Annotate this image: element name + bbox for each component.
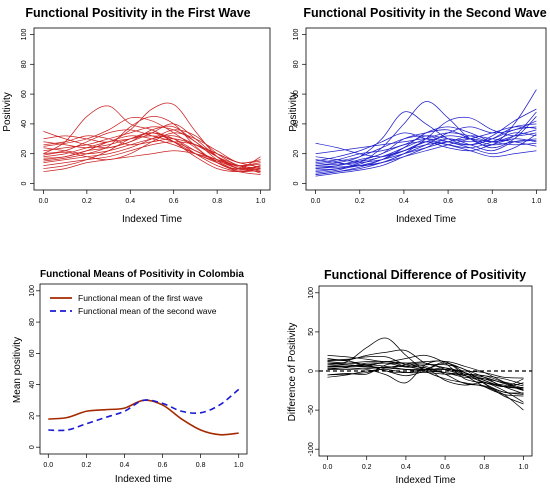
chart-title: Functional Means of Positivity in Colomb… — [40, 269, 244, 280]
y-tick-label: 80 — [29, 318, 36, 326]
series-line-6 — [43, 126, 261, 172]
series-line-2 — [48, 388, 240, 432]
chart-panel-3: Functional Means of Positivity in Colomb… — [12, 269, 248, 485]
y-tick-label: 60 — [293, 90, 300, 98]
x-tick-label: 0.4 — [125, 198, 135, 205]
x-axis-label: Indexed Time — [395, 475, 455, 486]
x-tick-label: 0.8 — [479, 464, 489, 471]
y-tick-label: 80 — [293, 60, 300, 68]
chart-title: Functional Positivity in the First Wave — [25, 6, 250, 20]
y-tick-label: 20 — [293, 150, 300, 158]
y-tick-label: 40 — [29, 381, 36, 389]
y-tick-label: 0 — [29, 445, 36, 449]
series-line-13 — [327, 362, 524, 379]
series-line-3 — [315, 111, 537, 167]
x-tick-label: 0.8 — [487, 198, 497, 205]
series-line-14 — [315, 126, 537, 169]
x-tick-label: 0.6 — [158, 462, 168, 469]
legend-label: Functional mean of the first wave — [78, 293, 203, 303]
series-line-15 — [43, 135, 261, 174]
y-tick-label: 0 — [21, 181, 28, 185]
series-line-16 — [327, 369, 524, 385]
x-tick-label: 0.4 — [120, 462, 130, 469]
x-tick-label: 1.0 — [532, 198, 542, 205]
plot-frame — [33, 27, 271, 191]
x-tick-label: 0.4 — [399, 198, 409, 205]
plot-frame — [305, 27, 547, 191]
series-line-12 — [315, 134, 537, 165]
x-tick-label: 0.6 — [169, 198, 179, 205]
chart-title: Functional Positivity in the Second Wave — [303, 6, 546, 20]
x-tick-label: 0.6 — [440, 464, 450, 471]
series-line-9 — [327, 361, 524, 395]
series-line-16 — [315, 135, 537, 158]
series-line-1 — [48, 399, 239, 436]
y-tick-label: 40 — [293, 120, 300, 128]
chart-panel-2: Functional Positivity in the Second Wave… — [288, 6, 547, 225]
y-tick-label: 50 — [308, 328, 315, 336]
series-line-7 — [43, 117, 261, 175]
y-tick-label: 60 — [29, 349, 36, 357]
x-tick-label: 1.0 — [234, 462, 244, 469]
x-tick-label: 0.0 — [43, 462, 53, 469]
series-line-14 — [43, 125, 261, 171]
y-tick-label: 20 — [21, 150, 28, 158]
y-tick-label: 100 — [293, 29, 300, 41]
series-line-18 — [315, 111, 537, 167]
series-line-11 — [327, 362, 524, 388]
y-tick-label: -100 — [308, 442, 315, 456]
y-tick-label: 100 — [21, 29, 28, 41]
x-tick-label: 0.0 — [39, 198, 49, 205]
chart-panel-1: Functional Positivity in the First Wave 0… — [2, 6, 271, 225]
y-axis-label: Positivity — [288, 92, 299, 131]
x-tick-label: 0.8 — [212, 198, 222, 205]
series-line-18 — [327, 355, 524, 387]
chart-panel-4: Functional Difference of Positivity 0.0 0.… — [287, 268, 533, 486]
series-line-18 — [43, 135, 261, 168]
x-tick-label: 0.2 — [82, 462, 92, 469]
x-tick-label: 0.0 — [311, 198, 321, 205]
chart-title: Functional Difference of Positivity — [324, 268, 526, 282]
y-tick-label: 80 — [21, 60, 28, 68]
y-tick-label: 40 — [21, 120, 28, 128]
x-axis-label: Indexed Time — [122, 214, 182, 225]
y-tick-label: -50 — [308, 405, 315, 415]
y-tick-label: 60 — [21, 90, 28, 98]
x-tick-label: 0.8 — [196, 462, 206, 469]
x-tick-label: 0.2 — [362, 464, 372, 471]
x-tick-label: 0.6 — [443, 198, 453, 205]
series-line-17 — [327, 360, 524, 388]
legend-label: Functional mean of the second wave — [78, 306, 217, 316]
y-tick-label: 100 — [308, 287, 315, 299]
series-line-16 — [43, 150, 261, 172]
y-tick-label: 100 — [29, 285, 36, 297]
y-axis-label: Positivity — [2, 92, 13, 131]
y-tick-label: 0 — [293, 181, 300, 185]
x-axis-label: Indexed time — [115, 474, 173, 485]
y-axis-label: Difference of Positivity — [287, 323, 298, 422]
x-tick-label: 1.0 — [256, 198, 266, 205]
x-tick-label: 0.0 — [323, 464, 333, 471]
plot-frame — [39, 283, 248, 455]
y-tick-label: 0 — [308, 369, 315, 373]
series-line-17 — [315, 126, 537, 175]
x-axis-label: Indexed Time — [396, 214, 456, 225]
y-axis-label: Mean positivity — [12, 337, 23, 403]
x-tick-label: 0.4 — [401, 464, 411, 471]
x-tick-label: 0.2 — [82, 198, 92, 205]
x-tick-label: 0.2 — [355, 198, 365, 205]
series-line-12 — [43, 123, 261, 172]
y-tick-label: 20 — [29, 412, 36, 420]
x-tick-label: 1.0 — [519, 464, 529, 471]
series-line-3 — [43, 116, 261, 171]
